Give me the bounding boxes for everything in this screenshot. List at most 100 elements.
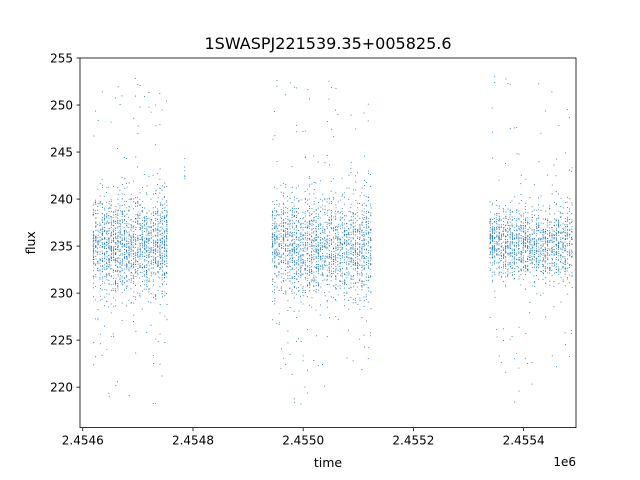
data-point [311, 245, 313, 247]
data-point [534, 264, 535, 266]
data-point [352, 245, 354, 247]
data-point [137, 196, 139, 198]
data-point [110, 253, 112, 255]
data-point [108, 264, 110, 266]
data-point [569, 208, 571, 210]
data-point [494, 232, 495, 234]
data-point [102, 234, 103, 236]
data-point [555, 269, 557, 270]
data-point [271, 233, 273, 235]
data-point [139, 205, 141, 206]
data-point [163, 264, 165, 266]
data-point [294, 263, 296, 265]
data-point [291, 166, 293, 168]
data-point [101, 238, 103, 240]
data-point [289, 234, 291, 236]
data-point [492, 250, 493, 252]
data-point [291, 244, 293, 246]
data-point [291, 257, 293, 259]
data-point [489, 228, 491, 230]
data-point [302, 273, 304, 275]
data-point [123, 254, 125, 256]
data-point [355, 242, 357, 244]
data-point [272, 219, 274, 221]
data-point [274, 225, 276, 227]
data-point [536, 246, 537, 247]
data-point [507, 268, 509, 270]
data-point [365, 232, 367, 234]
data-point [367, 172, 369, 174]
data-point [293, 260, 295, 262]
data-point [166, 211, 168, 213]
data-point [355, 128, 357, 130]
data-point [498, 228, 500, 230]
data-point [546, 245, 548, 247]
data-point [121, 205, 123, 206]
data-point [531, 253, 533, 255]
data-point [339, 259, 341, 261]
data-point [560, 239, 562, 241]
data-point [293, 239, 295, 240]
data-point [533, 247, 535, 249]
data-point [370, 254, 372, 256]
data-point [132, 201, 134, 203]
data-point [339, 271, 341, 273]
data-point [110, 268, 112, 269]
data-point [110, 247, 112, 248]
data-point [126, 240, 128, 242]
data-point [121, 210, 123, 212]
data-point [348, 261, 350, 262]
data-point [121, 277, 123, 279]
data-point [300, 249, 302, 251]
data-point [92, 245, 94, 247]
data-point [367, 301, 369, 303]
data-point [317, 213, 319, 215]
data-point [562, 207, 564, 209]
data-point [272, 210, 273, 212]
data-point [363, 300, 365, 302]
data-point [557, 270, 559, 272]
data-point [291, 220, 293, 222]
data-point [571, 256, 573, 258]
data-point [514, 218, 516, 219]
data-point [507, 221, 509, 223]
data-point [514, 234, 516, 236]
data-point [276, 254, 278, 256]
data-point [144, 228, 146, 229]
data-point [139, 227, 141, 229]
data-point [489, 316, 491, 318]
data-point [93, 256, 95, 257]
data-point [141, 281, 143, 282]
data-point [114, 281, 116, 283]
data-point [333, 178, 335, 180]
data-point [274, 223, 276, 225]
data-point [503, 340, 504, 342]
data-point [283, 207, 285, 209]
data-point [146, 281, 148, 283]
data-point [296, 236, 297, 238]
data-point [162, 185, 164, 187]
data-point [317, 248, 319, 250]
data-point [568, 117, 570, 118]
data-point [326, 242, 328, 244]
data-point [324, 258, 326, 260]
data-point [112, 277, 114, 279]
data-point [135, 156, 137, 158]
data-point [271, 228, 273, 230]
data-point [363, 242, 365, 244]
data-point [104, 260, 106, 262]
data-point [335, 275, 336, 277]
data-point [166, 214, 168, 216]
data-point [341, 195, 343, 197]
data-point [272, 223, 274, 225]
data-point [155, 262, 157, 264]
data-point [112, 234, 114, 236]
data-point [354, 217, 356, 219]
data-point [359, 299, 361, 301]
data-point [361, 280, 363, 282]
data-point [370, 256, 372, 258]
data-point [302, 261, 304, 263]
data-point [106, 213, 108, 215]
data-point [166, 201, 168, 203]
data-point [309, 245, 311, 247]
